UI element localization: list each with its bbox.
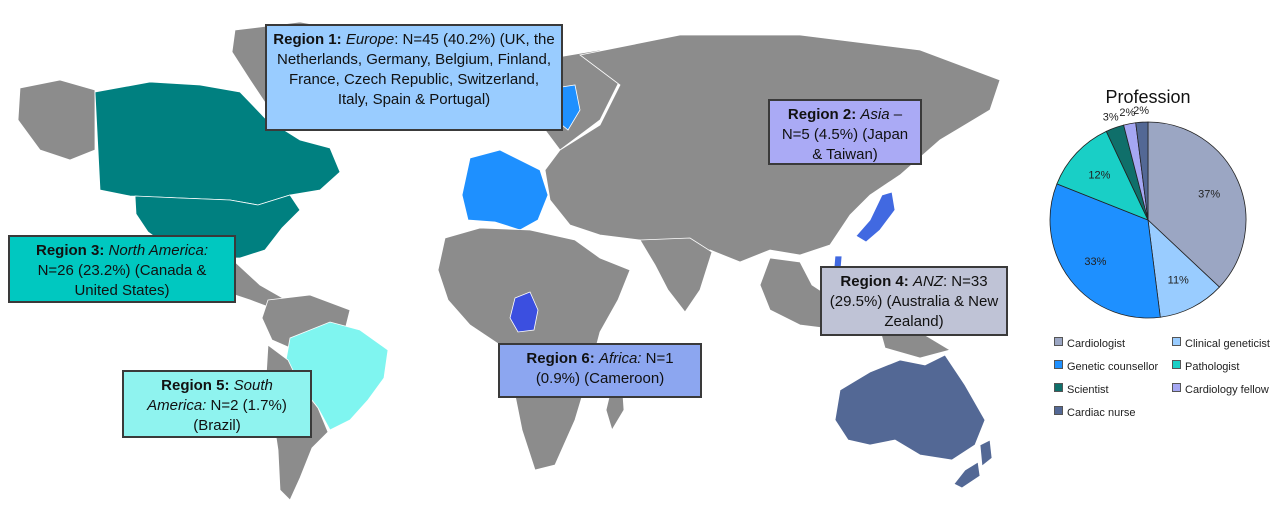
map-cameroon: [509, 291, 539, 333]
legend-item-clinical-geneticist: Clinical geneticist: [1172, 337, 1270, 351]
legend-swatch: [1172, 383, 1181, 392]
map-japan: [855, 191, 896, 243]
map-alaska: [17, 79, 96, 161]
pie-label-scientist: 3%: [1103, 112, 1119, 124]
legend-item-pathologist: Pathologist: [1172, 360, 1239, 374]
legend-item-genetic-counsellor: Genetic counsellor: [1054, 360, 1158, 374]
pie-slice-clinical-geneticist: [1147, 218, 1221, 318]
pie-label-pathologist: 12%: [1088, 169, 1110, 181]
region-3-label: Region 3: North America: N=26 (23.2%) (C…: [8, 235, 236, 303]
legend-label: Cardiologist: [1067, 338, 1126, 350]
legend-swatch: [1172, 337, 1181, 346]
pie-slice-cardiac-nurse: [1135, 121, 1149, 221]
region-6-label: Region 6: Africa: N=1 (0.9%) (Cameroon): [498, 343, 702, 398]
region-2-label: Region 2: Asia – N=5 (4.5%) (Japan & Tai…: [768, 99, 922, 165]
pie-label-cardiology-fellow: 2%: [1119, 107, 1135, 119]
pie-svg: 37%11%33%12%3% 2%2%: [1049, 105, 1247, 319]
pie-slice-pathologist: [1056, 130, 1149, 221]
legend-swatch: [1172, 360, 1181, 369]
legend-item-cardiac-nurse: Cardiac nurse: [1054, 406, 1135, 420]
legend-label: Pathologist: [1185, 361, 1240, 373]
legend-label: Scientist: [1067, 384, 1109, 396]
legend-label: Genetic counsellor: [1067, 361, 1159, 373]
region-5-label: Region 5: South America: N=2 (1.7%) (Bra…: [122, 370, 312, 438]
pie-slice-cardiologist: [1147, 121, 1247, 288]
profession-pie-chart: Profession 37% 11% 33% 12% 3% 2% 2% Cardiologi…: [1040, 80, 1280, 420]
pie-slice-genetic-counsellor: [1049, 183, 1161, 319]
legend-swatch: [1054, 406, 1063, 415]
legend-item-scientist: Scientist: [1054, 383, 1109, 397]
map-australia: [834, 354, 986, 461]
region-4-label: Region 4: ANZ: N=33 (29.5%) (Australia &…: [820, 266, 1008, 336]
legend-swatch: [1054, 383, 1063, 392]
map-india: [639, 237, 713, 313]
legend-label: Clinical geneticist: [1185, 338, 1270, 350]
pie-label-genetic-counsellor: 33%: [1084, 256, 1106, 268]
map-europe-highlight: [461, 149, 549, 231]
region-1-label: Region 1: Europe: N=45 (40.2%) (UK, the …: [265, 24, 563, 131]
legend-item-cardiology-fellow: Cardiology fellow: [1172, 383, 1269, 397]
legend-swatch: [1054, 337, 1063, 346]
legend-label: Cardiac nurse: [1067, 407, 1136, 419]
legend-swatch: [1054, 360, 1063, 369]
pie-label-cardiologist: 37%: [1198, 189, 1220, 201]
legend-label: Cardiology fellow: [1185, 384, 1269, 396]
map-new-zealand: [953, 439, 993, 489]
pie-label-cardiac-nurse: 2%: [1133, 105, 1149, 117]
pie-label-clinical-geneticist: 11%: [1168, 274, 1189, 286]
pie-title: Profession: [1105, 87, 1191, 107]
legend-item-cardiologist: Cardiologist: [1054, 337, 1125, 351]
